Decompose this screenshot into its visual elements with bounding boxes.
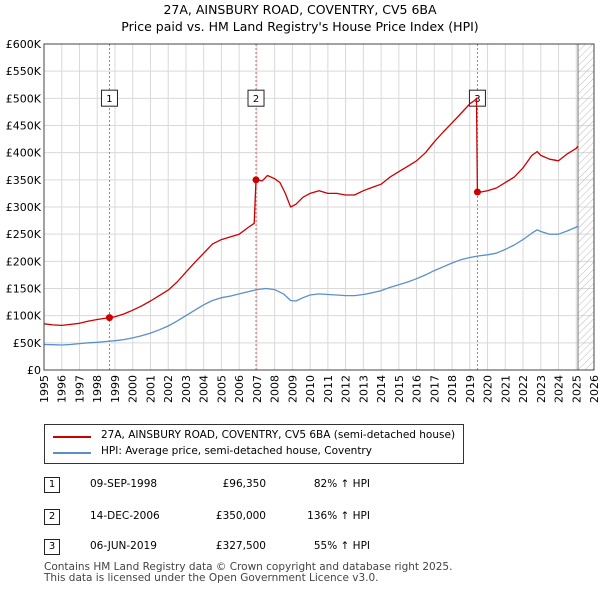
sale-marker-box [247,89,265,107]
sale-marker-number: 1 [106,94,112,105]
sale-hpi-change: 136% ↑ HPI [307,510,370,522]
sale-date: 14-DEC-2006 [90,510,160,522]
sale-point [252,176,260,184]
y-tick-label: £150K [6,283,42,296]
x-tick-label: 2010 [304,375,317,403]
y-tick-label: £450K [6,120,42,133]
sale-marker-number: 2 [253,94,259,105]
sale-marker-box [100,89,118,107]
y-tick-label: £300K [6,201,42,214]
legend-label-property: 27A, AINSBURY ROAD, COVENTRY, CV5 6BA (s… [101,429,456,441]
x-tick-label: 1995 [38,375,51,403]
sale-number-badge: 2 [44,509,60,525]
x-tick-label: 2018 [446,375,459,403]
x-tick-label: 1999 [109,375,122,403]
sale-hpi-change: 55% ↑ HPI [313,540,370,552]
x-tick-label: 2002 [162,375,175,403]
sale-row: 3 06-JUN-2019 £327,500 55% ↑ HPI [0,539,600,559]
x-tick-label: 2024 [553,375,566,403]
sale-price: £350,000 [215,510,266,522]
y-tick-label: £200K [6,255,42,268]
x-tick-label: 2008 [269,375,282,403]
x-tick-label: 2023 [535,375,548,403]
sale-price: £96,350 [222,478,266,490]
legend-swatch-hpi [53,452,91,454]
sale-row: 2 14-DEC-2006 £350,000 136% ↑ HPI [0,509,600,529]
x-tick-label: 1998 [91,375,104,403]
legend-swatch-property [53,436,91,438]
price-chart: 1 2 3 £0 £50K £100K £150K £200K £250K £300K £350K… [6,38,600,403]
x-tick-label: 2016 [411,375,424,403]
x-tick-label: 2004 [198,375,211,403]
legend: 27A, AINSBURY ROAD, COVENTRY, CV5 6BA (s… [44,424,464,464]
sale-date: 09-SEP-1998 [90,478,158,490]
sale-point [105,314,113,322]
y-tick-label: £100K [6,310,42,323]
y-tick-label: £600K [6,38,42,51]
x-tick-label: 2020 [482,375,495,403]
x-tick-label: 2012 [340,375,353,403]
sale-hpi-change: 82% ↑ HPI [313,478,370,490]
y-tick-label: £500K [6,92,42,105]
x-tick-label: 1996 [56,375,69,403]
y-tick-label: £250K [6,228,42,241]
forecast-hatch-region [578,44,594,370]
x-tick-label: 2022 [517,375,530,403]
y-tick-label: £350K [6,174,42,187]
sale-marker-number: 3 [474,94,480,105]
x-tick-label: 2013 [357,375,370,403]
x-tick-label: 2015 [393,375,406,403]
y-tick-label: £0 [27,364,41,377]
x-tick-label: 1997 [73,375,86,403]
sale-date: 06-JUN-2019 [90,540,157,552]
footer-licence: This data is licensed under the Open Gov… [44,572,379,584]
legend-label-hpi: HPI: Average price, semi-detached house,… [101,445,372,457]
x-tick-label: 2003 [180,375,193,403]
x-tick-label: 2026 [588,375,600,403]
sale-marker-box [468,89,486,107]
sale-number-badge: 1 [44,477,60,493]
y-tick-label: £400K [6,147,42,160]
x-tick-label: 2019 [464,375,477,403]
x-tick-label: 2005 [215,375,228,403]
x-tick-label: 2025 [570,375,583,403]
chart-subtitle: Price paid vs. HM Land Registry's House … [121,19,479,34]
sale-point [473,188,481,196]
y-tick-label: £50K [13,337,42,350]
hpi-series-line [43,225,579,346]
x-tick-label: 2001 [144,375,157,403]
footer-copyright: Contains HM Land Registry data © Crown c… [44,561,453,573]
x-tick-label: 2000 [127,375,140,403]
sale-number-badge: 3 [44,539,60,555]
property-series-line [43,97,579,327]
y-tick-label: £550K [6,65,42,78]
x-tick-label: 2017 [428,375,441,403]
x-tick-label: 2009 [286,375,299,403]
plot-frame [43,43,595,371]
x-tick-label: 2007 [251,375,264,403]
x-tick-label: 2021 [499,375,512,403]
x-tick-label: 2006 [233,375,246,403]
sale-row: 1 09-SEP-1998 £96,350 82% ↑ HPI [0,477,600,497]
sale-price: £327,500 [215,540,266,552]
chart-title: 27A, AINSBURY ROAD, COVENTRY, CV5 6BA [163,2,437,17]
x-tick-label: 2014 [375,375,388,403]
x-tick-label: 2011 [322,375,335,403]
